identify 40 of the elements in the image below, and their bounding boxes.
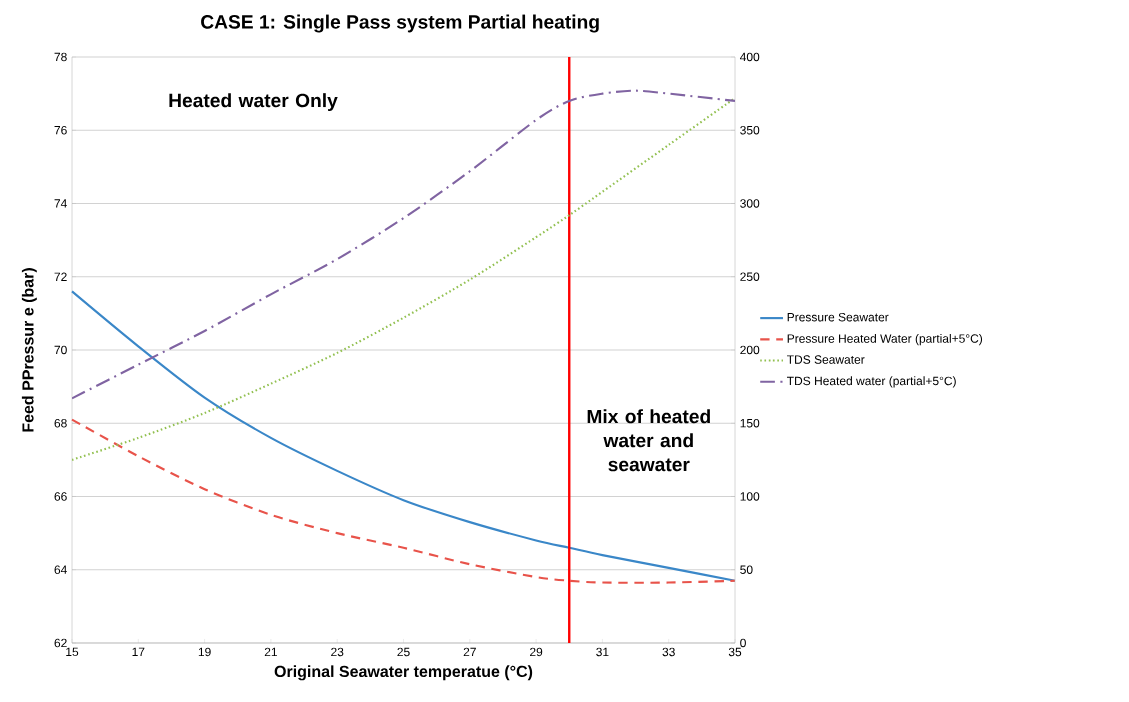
x-tick-label: 29 xyxy=(530,647,543,657)
y2-tick-label: 400 xyxy=(739,52,760,62)
y2-tick-label: 250 xyxy=(740,272,760,281)
y-tick-label: 76 xyxy=(54,125,67,135)
x-tick-label: 31 xyxy=(596,647,609,657)
x-tick-label: 33 xyxy=(662,647,675,657)
y-tick-label: 78 xyxy=(54,52,67,62)
x-tick-label: 15 xyxy=(66,647,79,657)
y2-tick-label: 50 xyxy=(740,565,753,574)
annotation: Heated water Only xyxy=(169,93,338,112)
y-tick-label: 72 xyxy=(54,272,67,281)
legend-label: Pressure Heated Water (partial+5°C) xyxy=(787,333,983,346)
y-tick-label: 70 xyxy=(54,345,67,355)
chart-title: CASE 1: Single Pass system Partial heating xyxy=(201,14,599,33)
x-tick-label: 27 xyxy=(463,647,476,657)
y2-tick-label: 350 xyxy=(740,125,760,135)
y-tick-label: 66 xyxy=(54,492,67,501)
legend-label: Pressure Seawater xyxy=(787,312,889,322)
y2-tick-label: 100 xyxy=(740,492,760,501)
x-tick-label: 21 xyxy=(264,647,277,657)
y2-tick-label: 150 xyxy=(740,418,760,428)
x-tick-label: 19 xyxy=(198,647,211,657)
annotation: Mix of heated water and seawater xyxy=(587,409,710,472)
x-axis-title: Original Seawater temperatue (°C) xyxy=(274,665,533,681)
y-tick-label: 64 xyxy=(54,565,67,574)
y2-tick-label: 200 xyxy=(740,345,760,355)
y-axis-title: Feed PPressur e (bar) xyxy=(21,268,37,432)
x-tick-label: 25 xyxy=(397,647,410,657)
x-tick-label: 35 xyxy=(728,647,742,657)
x-tick-label: 17 xyxy=(132,647,145,656)
legend-label: TDS Seawater xyxy=(786,355,865,364)
y2-tick-label: 300 xyxy=(740,199,760,208)
y-tick-label: 68 xyxy=(54,418,67,428)
line-series xyxy=(72,89,735,400)
y-tick-label: 62 xyxy=(54,638,67,648)
y-tick-label: 74 xyxy=(54,199,67,208)
y2-tick-label: 0 xyxy=(740,638,746,648)
x-tick-label: 23 xyxy=(331,647,344,657)
legend-label: TDS Heated water (partial+5°C) xyxy=(786,376,956,388)
line-series xyxy=(70,290,737,582)
